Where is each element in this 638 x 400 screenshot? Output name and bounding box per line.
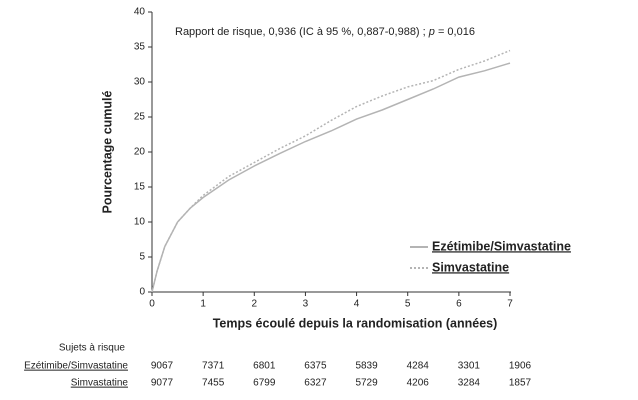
y-axis-label: Pourcentage cumulé bbox=[100, 90, 114, 213]
legend-label: Ezétimibe/Simvastatine bbox=[432, 239, 571, 253]
risk-value: 4284 bbox=[407, 361, 430, 372]
risk-value: 4206 bbox=[407, 378, 430, 389]
risk-value: 7455 bbox=[202, 378, 225, 389]
x-tick-label: 3 bbox=[303, 299, 309, 310]
legend-label: Simvastatine bbox=[432, 260, 509, 274]
risk-value: 9067 bbox=[151, 361, 174, 372]
risk-value: 7371 bbox=[202, 361, 225, 372]
y-tick-label: 35 bbox=[134, 42, 146, 53]
x-tick-label: 6 bbox=[456, 299, 462, 310]
annotation: Rapport de risque, 0,936 (IC à 95 %, 0,8… bbox=[175, 26, 475, 38]
risk-value: 6799 bbox=[253, 378, 276, 389]
y-tick-label: 40 bbox=[134, 7, 146, 18]
x-tick-label: 4 bbox=[354, 299, 360, 310]
x-tick-label: 1 bbox=[200, 299, 206, 310]
risk-row-label: Ezétimibe/Simvastatine bbox=[24, 361, 128, 372]
risk-row-label: Simvastatine bbox=[71, 378, 129, 389]
annotation-text: Rapport de risque, 0,936 (IC à 95 %, 0,8… bbox=[175, 26, 429, 38]
y-tick-label: 15 bbox=[134, 182, 146, 193]
risk-value: 6375 bbox=[304, 361, 327, 372]
y-tick-label: 25 bbox=[134, 112, 146, 123]
risk-value: 3301 bbox=[458, 361, 481, 372]
x-tick-label: 7 bbox=[507, 299, 513, 310]
x-axis-label: Temps écoulé depuis la randomisation (an… bbox=[213, 316, 498, 330]
risk-value: 3284 bbox=[458, 378, 481, 389]
x-tick-label: 5 bbox=[405, 299, 411, 310]
y-tick-label: 30 bbox=[134, 77, 146, 88]
risk-table-title: Sujets à risque bbox=[59, 343, 126, 354]
x-tick-label: 2 bbox=[252, 299, 258, 310]
risk-value: 6327 bbox=[304, 378, 327, 389]
risk-value: 5729 bbox=[355, 378, 378, 389]
x-tick-label: 0 bbox=[149, 299, 155, 310]
y-tick-label: 20 bbox=[134, 147, 146, 158]
y-tick-label: 10 bbox=[134, 217, 146, 228]
risk-value: 1906 bbox=[509, 361, 532, 372]
risk-value: 6801 bbox=[253, 361, 276, 372]
risk-value: 5839 bbox=[355, 361, 378, 372]
series-line bbox=[151, 62, 511, 293]
annotation-p: p bbox=[428, 26, 435, 38]
series-line bbox=[151, 49, 511, 293]
y-tick-label: 5 bbox=[139, 252, 145, 263]
risk-value: 9077 bbox=[151, 378, 174, 389]
annotation-text: = 0,016 bbox=[435, 26, 475, 38]
risk-value: 1857 bbox=[509, 378, 532, 389]
y-tick-label: 0 bbox=[139, 287, 145, 298]
